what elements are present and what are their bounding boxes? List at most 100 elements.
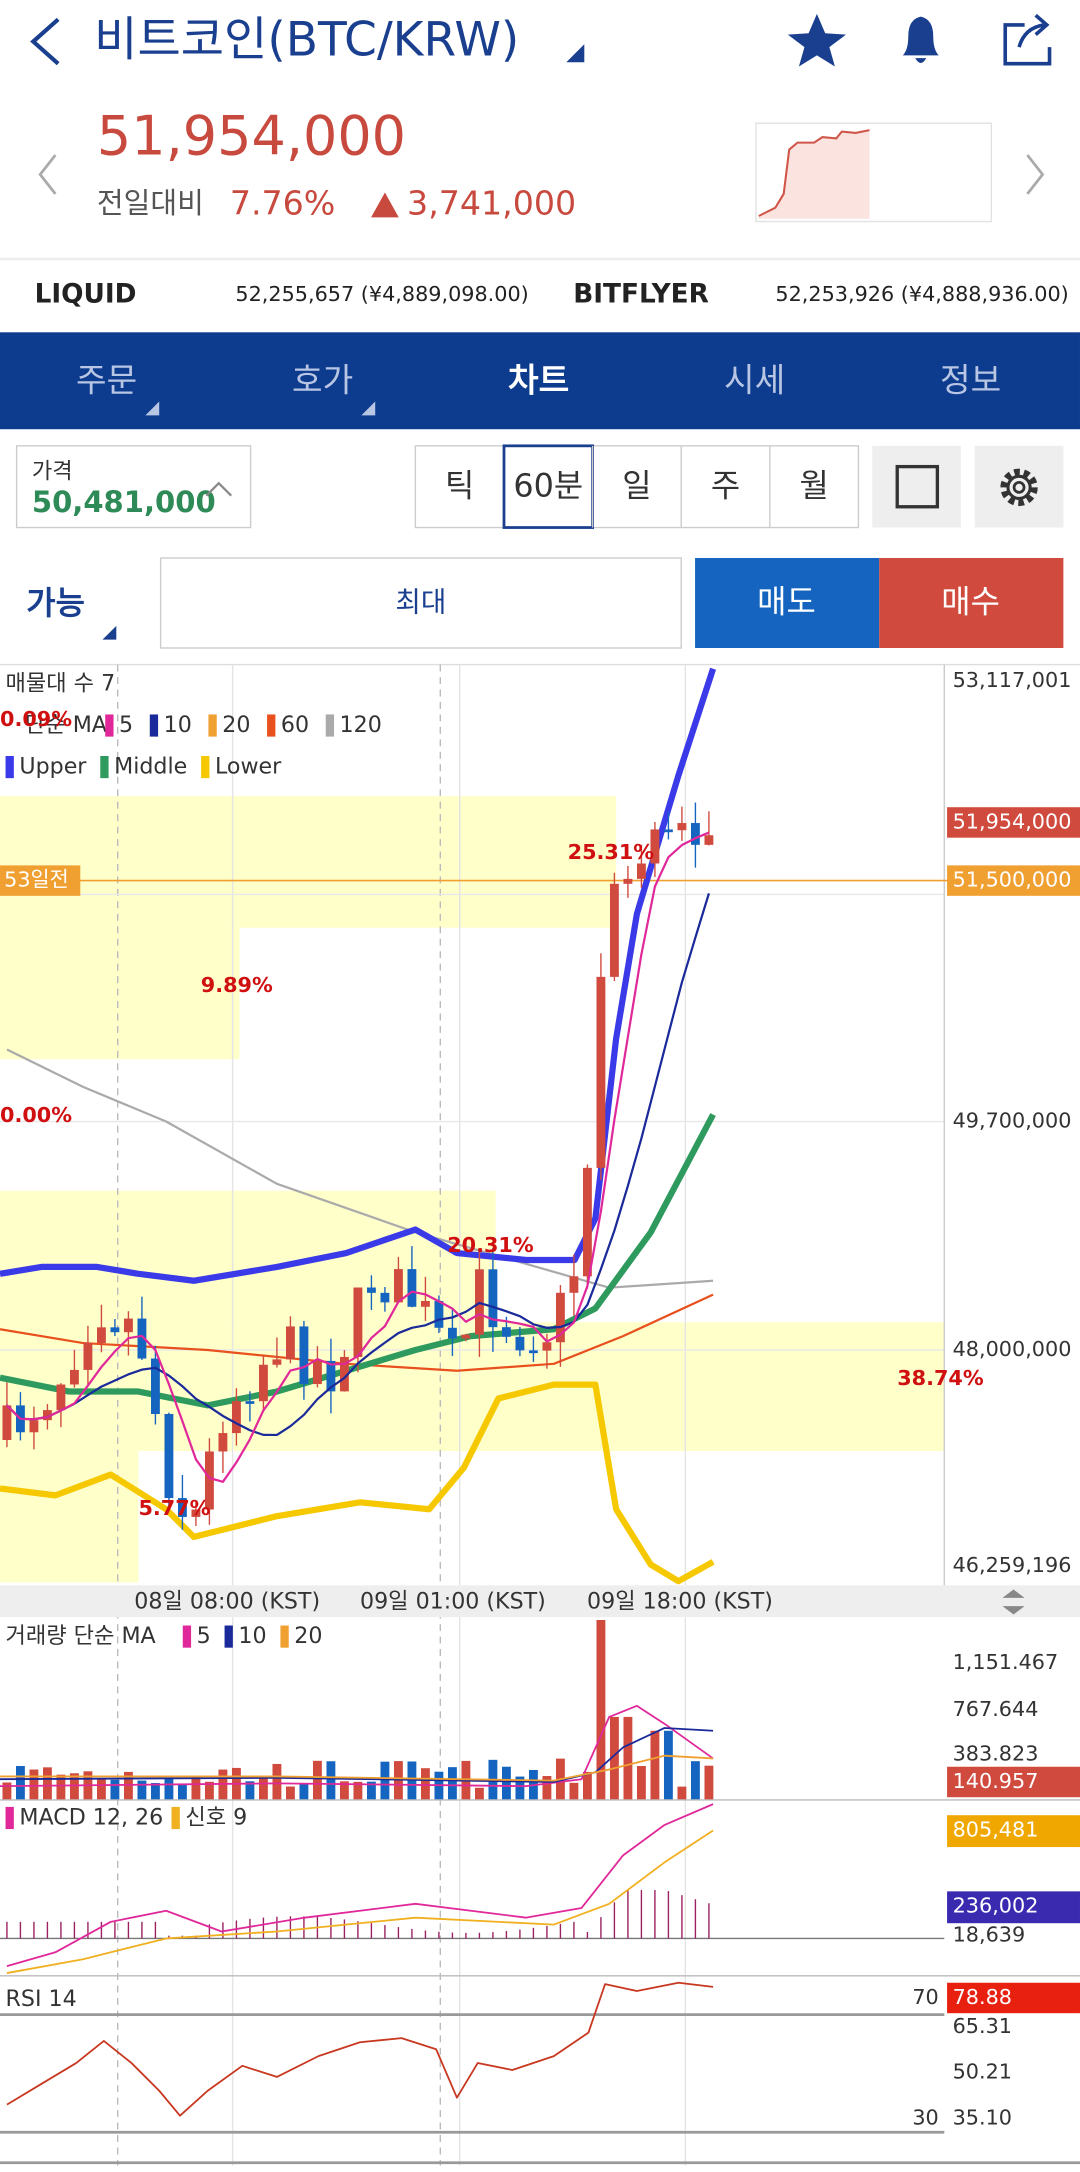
volume-ma-20 [0, 1754, 714, 1782]
next-icon[interactable] [1026, 154, 1045, 195]
quantity-label: 최대 [395, 586, 446, 619]
candle-body [29, 1420, 39, 1433]
volume-bar [663, 1730, 673, 1800]
candle-body [380, 1292, 390, 1303]
legend-swatch [224, 1625, 233, 1648]
legend-swatch [171, 1806, 180, 1830]
back-icon[interactable] [30, 17, 60, 66]
candle-body [704, 835, 714, 845]
candle-body [353, 1287, 363, 1357]
bell-icon[interactable] [902, 16, 939, 63]
volume-bar [339, 1781, 349, 1800]
rsi-tag: 78.88 [953, 1985, 1012, 2009]
ma-period: 60 [281, 712, 309, 738]
divider [0, 257, 1080, 261]
legend-swatch [325, 714, 335, 737]
share-icon[interactable] [1003, 13, 1052, 66]
volume-bar [123, 1771, 133, 1800]
exchange-price: 52,253,926 (¥4,888,936.00) [775, 282, 1068, 306]
volume-ma-10 [0, 1727, 714, 1783]
buy-button[interactable] [879, 557, 1064, 648]
title-dropdown[interactable] [566, 44, 585, 63]
volume-bar [636, 1766, 646, 1800]
volume-bar [623, 1716, 633, 1800]
candle-body [636, 863, 646, 879]
candle-body [42, 1410, 52, 1421]
volume-bar [542, 1776, 552, 1800]
prev-icon[interactable] [38, 154, 57, 195]
interval-button: 월 [799, 466, 828, 504]
candle-body [677, 823, 687, 831]
volume-bar [582, 1771, 592, 1800]
candle-body [272, 1359, 282, 1365]
resize-down[interactable] [1002, 1606, 1025, 1615]
legend-swatch [105, 714, 114, 737]
tab-dropdown [145, 401, 160, 416]
available-dropdown [102, 625, 117, 640]
candle-body [245, 1401, 255, 1404]
ma-5 [6, 831, 710, 1483]
settings-button[interactable] [974, 445, 1064, 528]
current-price-tag-bg [947, 807, 1080, 838]
volume-tag: 140.957 [953, 1769, 1039, 1793]
volume-bar [299, 1784, 309, 1800]
macd-line [6, 1803, 714, 1967]
legend-swatch [267, 714, 276, 737]
ma-period: 10 [164, 712, 192, 738]
volume-profile [0, 1451, 139, 1583]
tab: 호가 [292, 361, 353, 400]
price-box[interactable] [15, 445, 252, 529]
candle-body [420, 1300, 430, 1307]
profile-pct: 0.00% [0, 1103, 72, 1127]
legend-swatch [149, 714, 159, 737]
legend-swatch [182, 1625, 192, 1648]
draw-button[interactable] [872, 445, 961, 528]
band-legend: Lower [215, 754, 282, 780]
macd-tag: 805,481 [953, 1817, 1039, 1841]
candle-body [663, 829, 673, 833]
interval-button: 주 [711, 466, 740, 504]
candle-body [528, 1350, 538, 1354]
legend-swatch [100, 755, 109, 779]
rsi-level-label: 30 [912, 2105, 938, 2129]
ma-period: 5 [119, 712, 133, 738]
tab-dropdown [361, 401, 376, 416]
quantity-box[interactable] [159, 557, 682, 649]
interval-button: 60분 [513, 466, 583, 504]
candle-body [56, 1384, 66, 1411]
volume-bar [258, 1776, 268, 1800]
volume-bar [596, 1619, 606, 1800]
macd-tag: 236,002 [953, 1894, 1039, 1918]
profile-legend: 매물대 수 7 [6, 670, 116, 696]
rsi-axis-label: 65.31 [953, 2014, 1012, 2038]
interval-group [414, 445, 860, 529]
change-label: 전일대비 [97, 186, 204, 220]
volume-bar [609, 1716, 619, 1800]
sell-button[interactable] [695, 557, 880, 648]
ma-10 [6, 893, 710, 1437]
candle-body [96, 1327, 106, 1343]
draw-icon [895, 464, 940, 509]
rsi-axis-label: 50.21 [953, 2060, 1012, 2084]
volume-bar [56, 1774, 66, 1800]
sparkline-area [758, 130, 870, 219]
ma-legend: 단순 MA [25, 712, 107, 738]
resize-up[interactable] [1002, 1589, 1025, 1598]
volume-legend: 거래량 단순 MA [6, 1623, 156, 1649]
time-axis-label: 09일 18:00 (KST) [587, 1588, 773, 1614]
volume-axis-label: 1,151.467 [953, 1650, 1059, 1674]
sparkline-box [755, 122, 993, 223]
macd-signal-legend: 신호 9 [185, 1804, 247, 1830]
star-icon[interactable] [787, 13, 846, 67]
volume-bar [177, 1783, 187, 1800]
tab-bar [0, 332, 1080, 430]
profile-pct: 5.77% [138, 1496, 210, 1520]
price-axis-label: 46,259,196 [953, 1553, 1072, 1577]
candle-body [650, 829, 660, 864]
bollinger-upper [0, 667, 717, 1284]
volume-bar [69, 1773, 79, 1800]
legend-swatch [5, 1806, 14, 1830]
interval-button: 일 [622, 466, 651, 504]
tab: 시세 [724, 361, 785, 400]
exchange-name: LIQUID [35, 279, 137, 309]
